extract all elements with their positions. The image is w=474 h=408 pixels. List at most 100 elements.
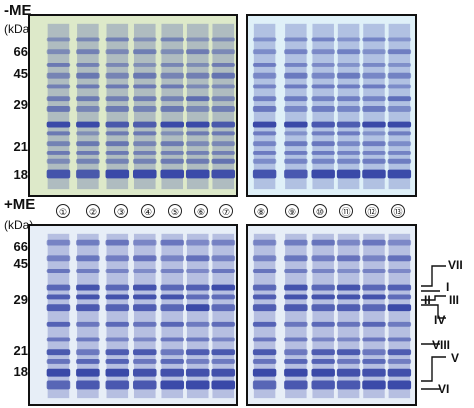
protein-band bbox=[387, 169, 412, 179]
protein-band bbox=[387, 141, 412, 147]
lane-smear bbox=[388, 23, 411, 190]
protein-band bbox=[311, 62, 335, 67]
protein-band bbox=[362, 349, 386, 356]
protein-band bbox=[387, 349, 412, 356]
protein-band bbox=[284, 131, 308, 136]
protein-band bbox=[211, 239, 236, 246]
protein-band bbox=[46, 255, 71, 262]
protein-band bbox=[46, 284, 71, 291]
protein-band bbox=[252, 349, 277, 356]
protein-band bbox=[133, 96, 157, 102]
protein-band bbox=[160, 239, 185, 246]
protein-band bbox=[387, 121, 412, 128]
protein-band bbox=[133, 294, 157, 300]
protein-band bbox=[252, 304, 277, 312]
protein-band bbox=[46, 121, 71, 128]
protein-band bbox=[252, 337, 277, 342]
protein-band bbox=[105, 255, 130, 262]
protein-band bbox=[362, 84, 386, 89]
protein-band bbox=[362, 37, 386, 42]
protein-band bbox=[336, 269, 361, 273]
protein-band bbox=[105, 62, 130, 67]
protein-band bbox=[76, 37, 100, 42]
protein-band bbox=[311, 37, 335, 42]
protein-band bbox=[46, 62, 71, 67]
protein-band bbox=[160, 368, 185, 377]
band-label-vi: VI bbox=[438, 382, 450, 396]
protein-band bbox=[160, 49, 185, 55]
protein-band bbox=[133, 359, 157, 364]
protein-band bbox=[76, 105, 100, 112]
protein-band bbox=[252, 84, 277, 89]
protein-band bbox=[185, 158, 210, 164]
protein-band bbox=[76, 84, 100, 89]
protein-band bbox=[211, 84, 236, 89]
protein-band bbox=[311, 84, 335, 89]
protein-band bbox=[284, 337, 308, 342]
protein-band bbox=[252, 121, 277, 128]
protein-band bbox=[211, 368, 236, 377]
protein-band bbox=[284, 304, 308, 312]
protein-band bbox=[362, 169, 386, 179]
protein-band bbox=[362, 255, 386, 262]
protein-band bbox=[211, 304, 236, 312]
mw-marker-18-bottom: 18 bbox=[13, 364, 28, 379]
protein-band bbox=[311, 239, 335, 246]
protein-band bbox=[336, 84, 361, 89]
band-label-v: V bbox=[451, 351, 460, 365]
protein-band bbox=[252, 37, 277, 42]
protein-band bbox=[211, 255, 236, 262]
protein-band bbox=[311, 337, 335, 342]
protein-band bbox=[311, 368, 335, 377]
protein-band bbox=[76, 169, 100, 179]
lane-smear bbox=[312, 233, 334, 399]
protein-band bbox=[336, 284, 361, 291]
protein-band bbox=[76, 284, 100, 291]
protein-band bbox=[336, 158, 361, 164]
mw-unit-label-bottom: (kDa) bbox=[4, 218, 34, 232]
protein-band bbox=[105, 304, 130, 312]
protein-band bbox=[105, 169, 130, 179]
protein-band bbox=[46, 141, 71, 147]
lane-smear bbox=[212, 233, 235, 399]
protein-band bbox=[284, 380, 308, 390]
protein-band bbox=[311, 96, 335, 102]
mw-marker-29-top: 29 bbox=[13, 97, 28, 112]
lane-number-12: ⑫ bbox=[365, 204, 379, 218]
protein-band bbox=[336, 37, 361, 42]
protein-band bbox=[284, 169, 308, 179]
protein-band bbox=[46, 131, 71, 136]
protein-band bbox=[211, 49, 236, 55]
protein-band bbox=[252, 141, 277, 147]
protein-band bbox=[252, 294, 277, 300]
protein-band bbox=[387, 96, 412, 102]
protein-band bbox=[76, 131, 100, 136]
protein-band bbox=[105, 49, 130, 55]
protein-band bbox=[252, 255, 277, 262]
protein-band bbox=[133, 72, 157, 79]
protein-band bbox=[185, 121, 210, 128]
protein-band bbox=[252, 284, 277, 291]
gel-panel-bottom-right bbox=[246, 224, 417, 406]
protein-band bbox=[387, 255, 412, 262]
protein-band bbox=[185, 368, 210, 377]
protein-band bbox=[362, 337, 386, 342]
mw-marker-45-bottom: 45 bbox=[13, 256, 28, 271]
protein-band bbox=[387, 131, 412, 136]
protein-band bbox=[362, 368, 386, 377]
protein-band bbox=[76, 96, 100, 102]
protein-band bbox=[284, 62, 308, 67]
protein-band bbox=[160, 158, 185, 164]
protein-band bbox=[336, 72, 361, 79]
protein-band bbox=[211, 359, 236, 364]
mw-marker-66-top: 66 bbox=[13, 44, 28, 59]
protein-band bbox=[185, 84, 210, 89]
lane-smear bbox=[47, 233, 70, 399]
protein-band bbox=[211, 380, 236, 390]
protein-band bbox=[387, 294, 412, 300]
mw-marker-21-bottom: 21 bbox=[13, 343, 28, 358]
protein-band bbox=[46, 294, 71, 300]
lane-smear bbox=[133, 233, 156, 399]
protein-band bbox=[311, 141, 335, 147]
protein-band bbox=[362, 380, 386, 390]
